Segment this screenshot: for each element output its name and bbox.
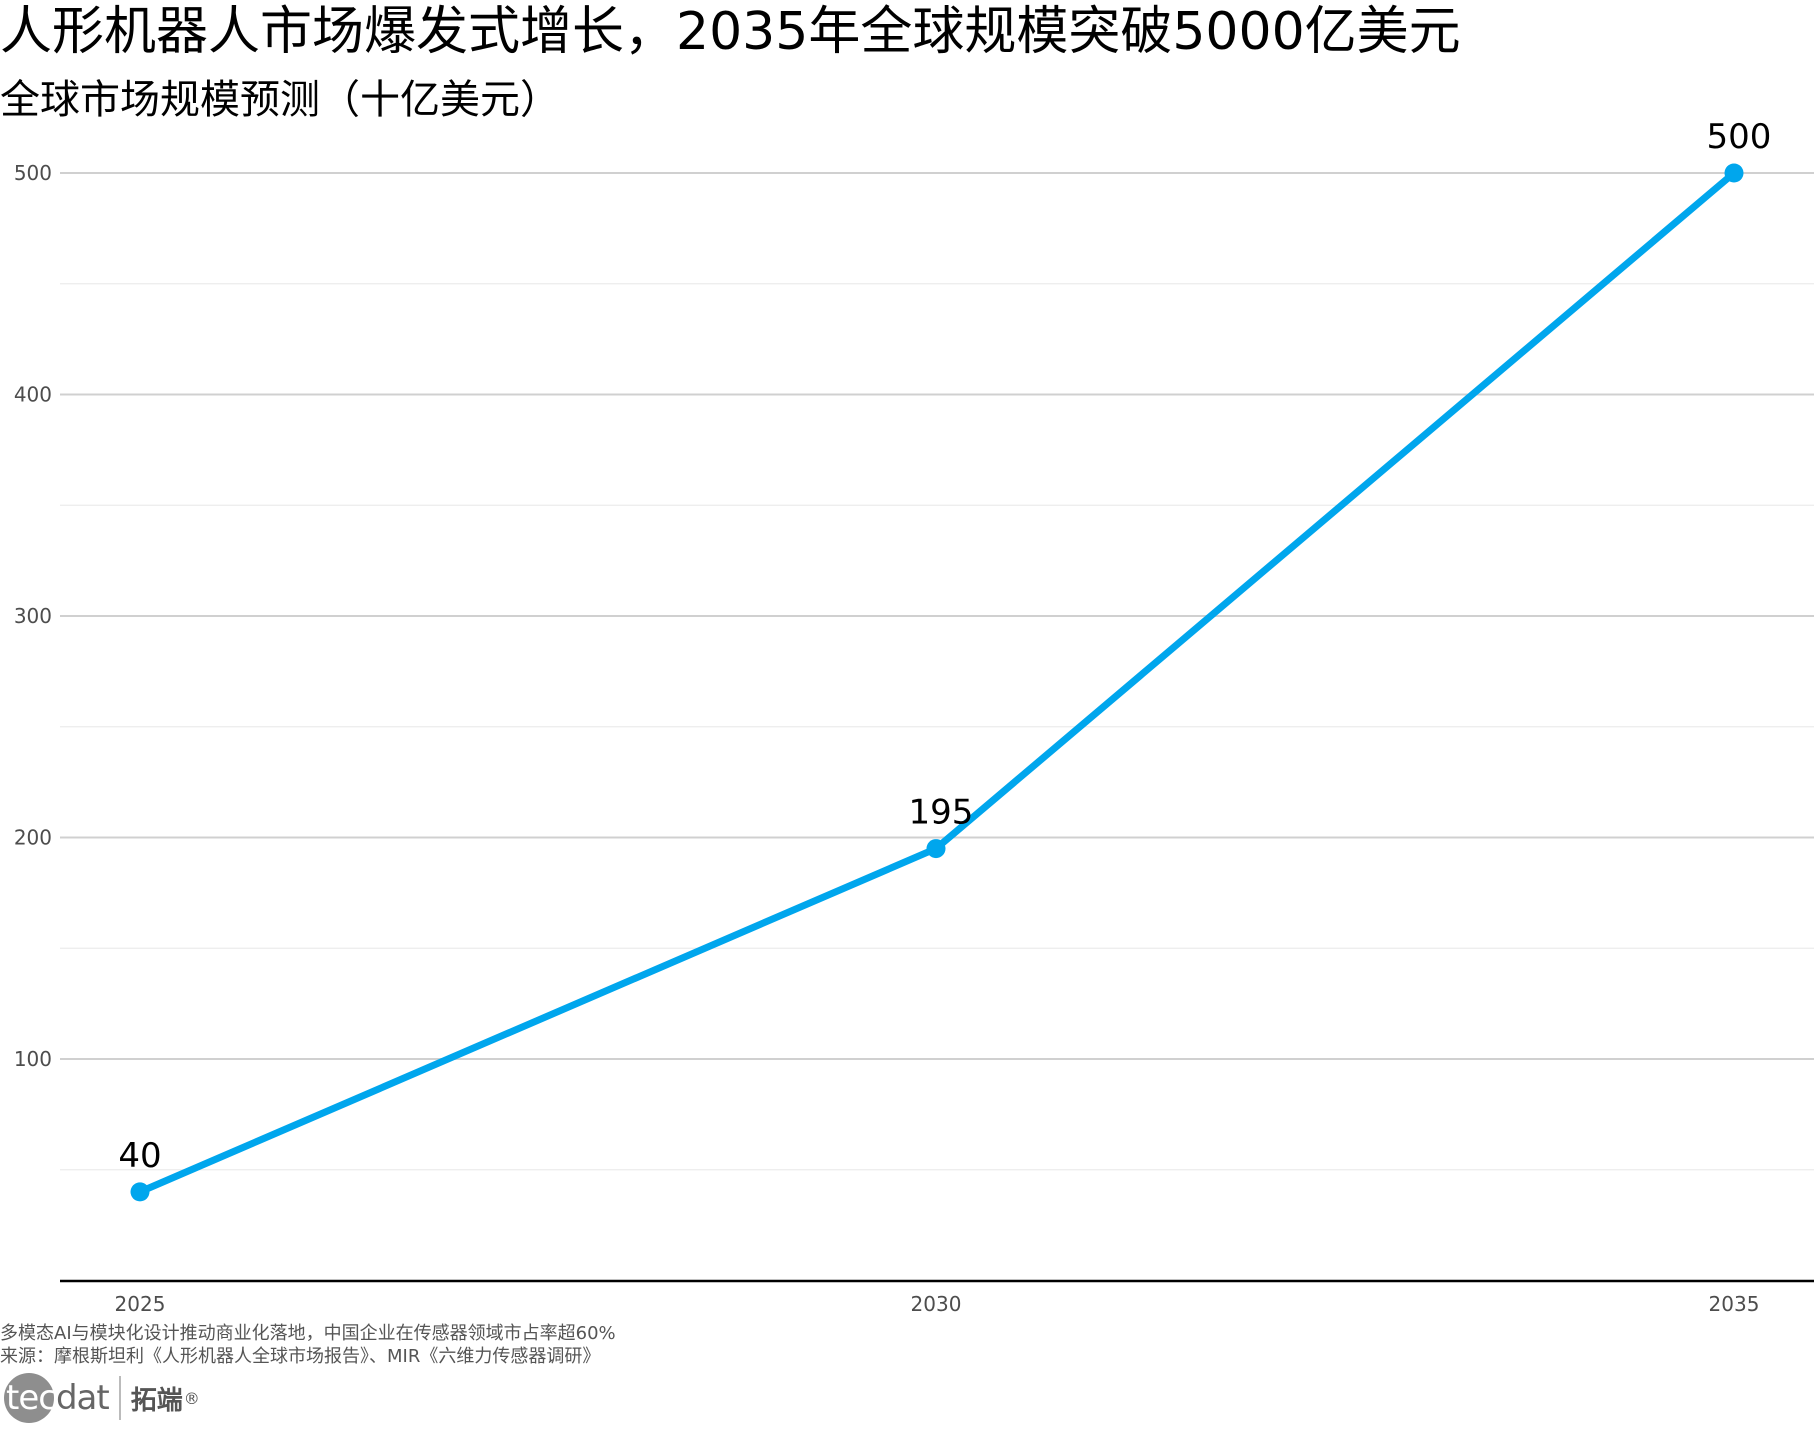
x-tick-label: 2035 (1709, 1292, 1760, 1316)
brand-logo: tecdat 拓端 ® (4, 1370, 200, 1426)
data-label: 195 (909, 793, 974, 833)
logo-text-part2: dat (55, 1378, 110, 1418)
x-tick-label: 2025 (115, 1292, 166, 1316)
data-point (130, 1182, 150, 1202)
caption-note: 多模态AI与模块化设计推动商业化落地，中国企业在传感器领域市占率超60% (0, 1323, 616, 1344)
data-label: 500 (1707, 117, 1772, 157)
data-label: 40 (118, 1136, 161, 1176)
chart-subtitle: 全球市场规模预测（十亿美元） (0, 77, 560, 123)
y-tick-label: 500 (14, 161, 52, 185)
x-tick-label: 2030 (911, 1292, 962, 1316)
y-tick-label: 400 (14, 383, 52, 407)
series-line (136, 169, 1738, 1196)
logo-circle-icon (4, 1373, 54, 1423)
chart-title: 人形机器人市场爆发式增长，2035年全球规模突破5000亿美元 (0, 2, 1461, 62)
y-tick-label: 300 (14, 604, 52, 628)
data-point (1724, 163, 1744, 183)
y-tick-label: 100 (14, 1047, 52, 1071)
caption-source: 来源：摩根斯坦利《人形机器人全球市场报告》、MIR《六维力传感器调研》 (0, 1346, 601, 1367)
tecdat-logo: tecdat (4, 1370, 110, 1426)
brand-name: 拓端 (130, 1385, 183, 1416)
brand-divider (118, 1376, 121, 1420)
registered-mark: ® (183, 1388, 200, 1408)
data-point (926, 839, 946, 859)
logo-text-part1: tec (6, 1378, 57, 1418)
y-tick-label: 200 (14, 826, 52, 850)
